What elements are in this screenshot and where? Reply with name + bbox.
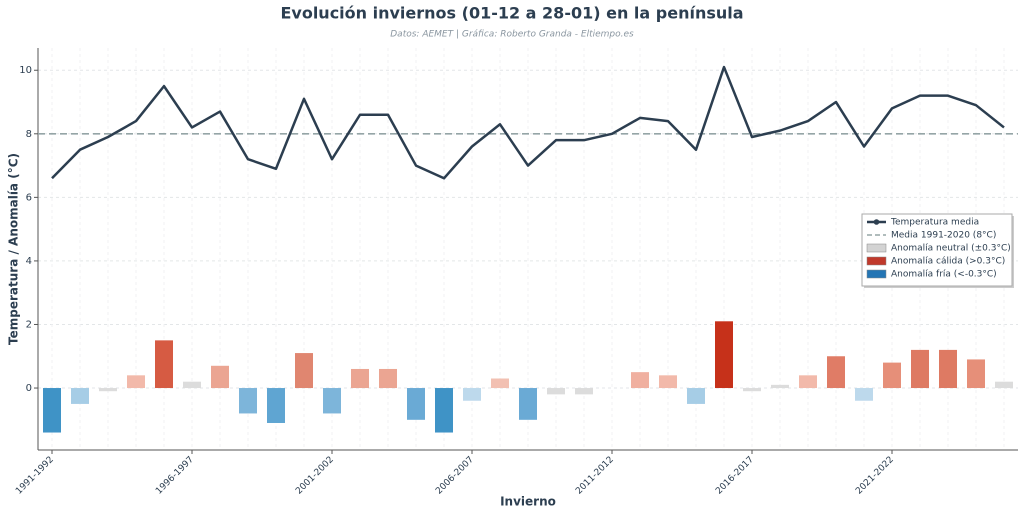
y-tick-label: 2 bbox=[26, 319, 32, 330]
bar bbox=[911, 349, 929, 389]
bar bbox=[855, 388, 873, 401]
bar bbox=[519, 388, 537, 420]
bar bbox=[407, 388, 425, 420]
x-tick-label: 1991-1992 bbox=[14, 455, 56, 497]
x-tick-label: 2006-2007 bbox=[434, 455, 476, 497]
bar bbox=[323, 388, 341, 414]
legend-label: Anomalía cálida (>0.3°C) bbox=[891, 257, 1005, 267]
y-tick-label: 10 bbox=[19, 65, 32, 76]
y-tick-label: 6 bbox=[26, 192, 32, 203]
bar bbox=[827, 356, 845, 389]
chart-title: Evolución inviernos (01-12 a 28-01) en l… bbox=[280, 4, 743, 23]
bar bbox=[267, 388, 285, 423]
x-tick-label: 2011-2012 bbox=[574, 455, 616, 497]
bar bbox=[239, 388, 257, 414]
legend-label: Anomalía fría (<-0.3°C) bbox=[891, 270, 997, 280]
bar bbox=[211, 365, 229, 389]
bar bbox=[71, 388, 89, 404]
bar bbox=[967, 359, 985, 389]
legend-label: Temperatura media bbox=[890, 218, 979, 228]
bar bbox=[631, 372, 649, 389]
bar bbox=[379, 368, 397, 389]
bar bbox=[939, 349, 957, 389]
subtitle: Datos: AEMET | Gráfica: Roberto Granda -… bbox=[390, 30, 634, 40]
legend-box bbox=[861, 213, 1013, 287]
bar bbox=[771, 384, 789, 389]
bar bbox=[155, 340, 173, 389]
bar bbox=[995, 381, 1013, 389]
temperature-line bbox=[51, 65, 1005, 180]
bar bbox=[799, 375, 817, 389]
bar bbox=[491, 378, 509, 389]
bar bbox=[659, 375, 677, 389]
legend-patch bbox=[866, 243, 887, 253]
y-axis-label: Temperatura / Anomalía (°C) bbox=[7, 153, 21, 345]
x-tick-label: 2021-2022 bbox=[854, 455, 896, 497]
x-axis-label: Invierno bbox=[500, 495, 556, 509]
legend-patch bbox=[866, 269, 887, 279]
legend-patch bbox=[866, 256, 887, 266]
bar bbox=[127, 375, 145, 389]
x-tick-label: 1996-1997 bbox=[154, 455, 196, 497]
bar bbox=[183, 381, 201, 389]
bar bbox=[295, 353, 313, 389]
legend: Temperatura media Media 1991-2020 (8°C) An… bbox=[861, 213, 1014, 288]
y-tick-label: 4 bbox=[26, 256, 32, 267]
bar bbox=[99, 388, 117, 392]
bar bbox=[743, 388, 761, 392]
legend-label: Media 1991-2020 (8°C) bbox=[891, 231, 996, 241]
legend-dot bbox=[873, 219, 880, 225]
bar bbox=[43, 388, 61, 433]
bar bbox=[547, 388, 565, 395]
x-tick-label: 2016-2017 bbox=[714, 455, 756, 497]
bar bbox=[463, 388, 481, 401]
x-tick-label: 2001-2002 bbox=[294, 455, 336, 497]
y-tick-label: 8 bbox=[26, 129, 32, 140]
bar bbox=[687, 388, 705, 404]
bar bbox=[435, 388, 453, 433]
legend-label: Anomalía neutral (±0.3°C) bbox=[891, 244, 1011, 254]
y-tick-label: 0 bbox=[26, 383, 32, 394]
bar bbox=[715, 321, 733, 389]
bar bbox=[575, 388, 593, 395]
bar bbox=[883, 362, 901, 389]
bar bbox=[351, 368, 369, 389]
